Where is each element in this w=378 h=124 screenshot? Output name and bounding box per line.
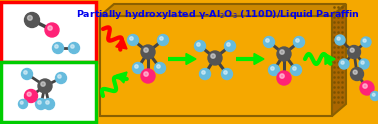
Polygon shape [1, 62, 96, 122]
Circle shape [263, 36, 274, 47]
Circle shape [350, 48, 354, 52]
Circle shape [38, 101, 41, 104]
Circle shape [135, 65, 138, 68]
Circle shape [337, 37, 340, 40]
Circle shape [38, 79, 52, 93]
Circle shape [25, 90, 37, 103]
Circle shape [141, 45, 155, 59]
Circle shape [24, 71, 27, 74]
Polygon shape [254, 53, 264, 64]
Circle shape [293, 36, 305, 47]
Circle shape [293, 67, 296, 70]
Circle shape [68, 43, 79, 53]
Circle shape [370, 92, 378, 100]
Polygon shape [325, 53, 335, 64]
Circle shape [27, 92, 31, 96]
Circle shape [291, 64, 302, 76]
Circle shape [280, 50, 284, 54]
Circle shape [335, 35, 345, 45]
Circle shape [225, 41, 235, 51]
Circle shape [280, 74, 284, 78]
Circle shape [144, 48, 148, 52]
Circle shape [224, 71, 227, 74]
Circle shape [53, 43, 64, 53]
Text: Partially hydroxylated $\mathregular{\gamma}$-Al$_2$O$_3$ (110D)/Liquid Paraffin: Partially hydroxylated $\mathregular{\ga… [76, 8, 360, 21]
Circle shape [127, 34, 138, 46]
Circle shape [41, 82, 45, 86]
Circle shape [268, 64, 279, 76]
Circle shape [266, 39, 269, 42]
Circle shape [56, 73, 67, 83]
Circle shape [197, 43, 200, 46]
Polygon shape [100, 16, 332, 116]
Polygon shape [116, 38, 127, 49]
Circle shape [353, 70, 357, 74]
Circle shape [19, 99, 28, 108]
Circle shape [200, 68, 211, 79]
Circle shape [195, 41, 206, 51]
Circle shape [155, 62, 166, 74]
Circle shape [347, 46, 361, 59]
Circle shape [22, 68, 33, 79]
Circle shape [160, 37, 163, 40]
Circle shape [71, 45, 74, 48]
Circle shape [227, 43, 230, 46]
Circle shape [211, 54, 215, 58]
Polygon shape [100, 4, 346, 16]
Circle shape [271, 67, 274, 70]
Circle shape [296, 39, 299, 42]
Circle shape [130, 37, 133, 40]
Polygon shape [332, 4, 346, 116]
Circle shape [28, 16, 32, 20]
Circle shape [360, 81, 374, 95]
Circle shape [46, 101, 49, 104]
Circle shape [361, 37, 371, 47]
Circle shape [144, 72, 148, 76]
Circle shape [361, 61, 364, 64]
Circle shape [277, 47, 291, 61]
Circle shape [208, 51, 222, 65]
Circle shape [157, 65, 160, 68]
Circle shape [359, 59, 369, 69]
Circle shape [58, 75, 61, 78]
Circle shape [141, 69, 155, 83]
Circle shape [36, 98, 46, 109]
Circle shape [43, 98, 54, 109]
Circle shape [341, 61, 344, 64]
Circle shape [363, 84, 367, 88]
Circle shape [20, 101, 23, 104]
Circle shape [277, 71, 291, 85]
Circle shape [339, 59, 349, 69]
Circle shape [222, 68, 232, 79]
Polygon shape [186, 53, 196, 64]
Circle shape [350, 67, 364, 80]
Circle shape [158, 34, 169, 46]
Circle shape [133, 62, 144, 74]
Circle shape [363, 39, 366, 42]
Circle shape [372, 93, 375, 96]
Polygon shape [116, 72, 127, 83]
Circle shape [202, 71, 205, 74]
Circle shape [45, 23, 59, 37]
Circle shape [48, 26, 52, 30]
Polygon shape [1, 2, 96, 62]
Circle shape [55, 45, 58, 48]
Circle shape [25, 13, 39, 28]
